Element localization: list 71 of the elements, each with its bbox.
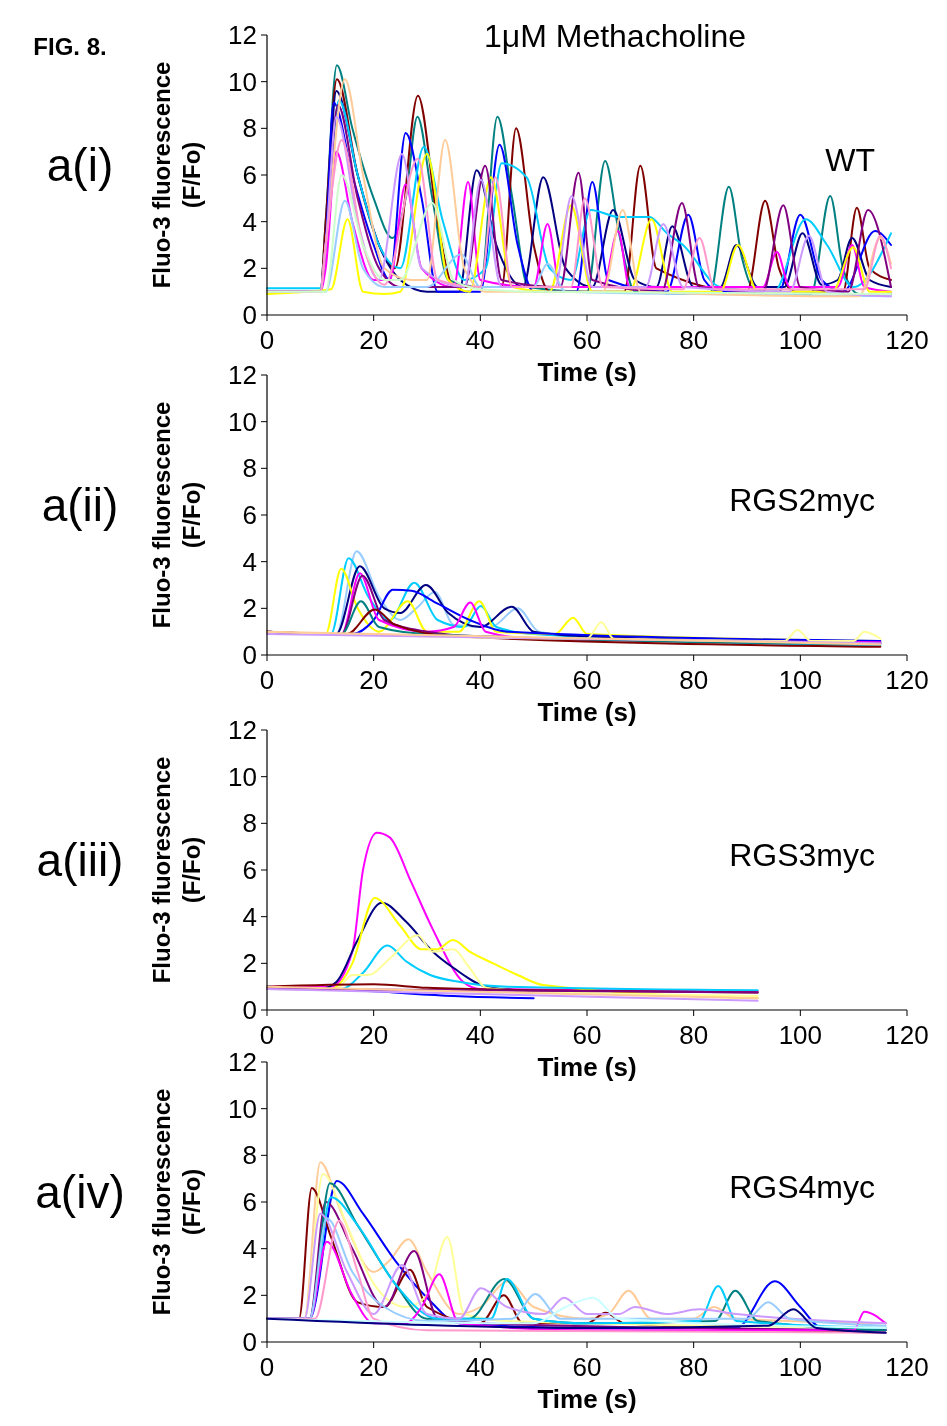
y-tick-label: 4 <box>242 546 257 577</box>
y-axis-title: Fluo-3 fluorescence (F/Fo) <box>148 756 205 984</box>
x-tick-label: 40 <box>465 665 495 695</box>
x-tick-label: 60 <box>572 1352 602 1382</box>
line-series <box>266 1308 887 1334</box>
annotation: RGS3myc <box>729 837 875 874</box>
x-axis-title: Time (s) <box>537 357 637 387</box>
y-tick-label: 4 <box>242 901 257 932</box>
y-tick-label: 12 <box>228 715 257 746</box>
y-tick-label: 0 <box>242 640 257 671</box>
y-tick-label: 0 <box>242 1327 257 1358</box>
x-tick-label: 40 <box>465 1352 495 1382</box>
x-tick-label: 100 <box>778 665 823 695</box>
x-tick-label: 80 <box>679 1352 709 1382</box>
x-tick-label: 40 <box>465 1020 495 1050</box>
y-tick-label: 6 <box>242 500 257 531</box>
x-tick-label: 80 <box>679 325 709 355</box>
y-tick-label: 4 <box>242 1233 257 1264</box>
x-tick-label: 20 <box>359 665 389 695</box>
x-tick-label: 120 <box>885 1352 929 1382</box>
annotation: WT <box>825 142 875 179</box>
caption: FIG. 8. <box>33 33 107 61</box>
x-axis-title: Time (s) <box>537 697 637 727</box>
y-tick-label: 8 <box>242 113 257 144</box>
chart-title: 1μM Methacholine <box>483 18 747 54</box>
text: a(iii) <box>36 834 124 887</box>
text: a(iv) <box>35 1166 125 1219</box>
y-tick-label: 6 <box>242 160 257 191</box>
y-tick-label: 0 <box>242 300 257 331</box>
annotation: RGS4myc <box>729 1169 875 1206</box>
x-axis-title: Time (s) <box>537 1052 637 1082</box>
y-tick-label: 10 <box>228 761 257 792</box>
text: a(ii) <box>41 479 119 532</box>
x-tick-label: 80 <box>679 665 709 695</box>
y-tick-label: 2 <box>242 1280 257 1311</box>
x-tick-label: 100 <box>778 1352 823 1382</box>
y-tick-label: 6 <box>242 1187 257 1218</box>
y-tick-label: 10 <box>228 406 257 437</box>
y-tick-label: 10 <box>228 66 257 97</box>
y-axis-title: Fluo-3 fluorescence (F/Fo) <box>148 401 205 629</box>
y-tick-label: 10 <box>228 1093 257 1124</box>
x-tick-label: 100 <box>778 325 823 355</box>
x-tick-label: 120 <box>885 325 929 355</box>
x-tick-label: 120 <box>885 1020 929 1050</box>
y-tick-label: 8 <box>242 808 257 839</box>
y-tick-label: 12 <box>228 1047 257 1078</box>
y-tick-label: 2 <box>242 253 257 284</box>
x-tick-label: 120 <box>885 665 929 695</box>
x-tick-label: 20 <box>359 1352 389 1382</box>
x-tick-label: 100 <box>778 1020 823 1050</box>
x-tick-label: 60 <box>572 665 602 695</box>
x-tick-label: 20 <box>359 325 389 355</box>
x-tick-label: 40 <box>465 325 495 355</box>
y-tick-label: 2 <box>242 948 257 979</box>
x-tick-label: 80 <box>679 1020 709 1050</box>
x-tick-label: 60 <box>572 1020 602 1050</box>
text: a(i) <box>46 139 114 192</box>
y-tick-label: 0 <box>242 995 257 1026</box>
x-tick-label: 60 <box>572 325 602 355</box>
annotation: RGS2myc <box>729 482 875 519</box>
y-tick-label: 12 <box>228 20 257 51</box>
y-tick-label: 6 <box>242 855 257 886</box>
y-tick-label: 8 <box>242 1140 257 1171</box>
x-axis-title: Time (s) <box>537 1384 637 1414</box>
y-tick-label: 2 <box>242 593 257 624</box>
y-tick-label: 4 <box>242 206 257 237</box>
x-tick-label: 20 <box>359 1020 389 1050</box>
y-tick-label: 12 <box>228 360 257 391</box>
y-axis-title: Fluo-3 fluorescence (F/Fo) <box>148 1088 205 1316</box>
y-tick-label: 8 <box>242 453 257 484</box>
y-axis-title: Fluo-3 fluorescence (F/Fo) <box>148 61 205 289</box>
